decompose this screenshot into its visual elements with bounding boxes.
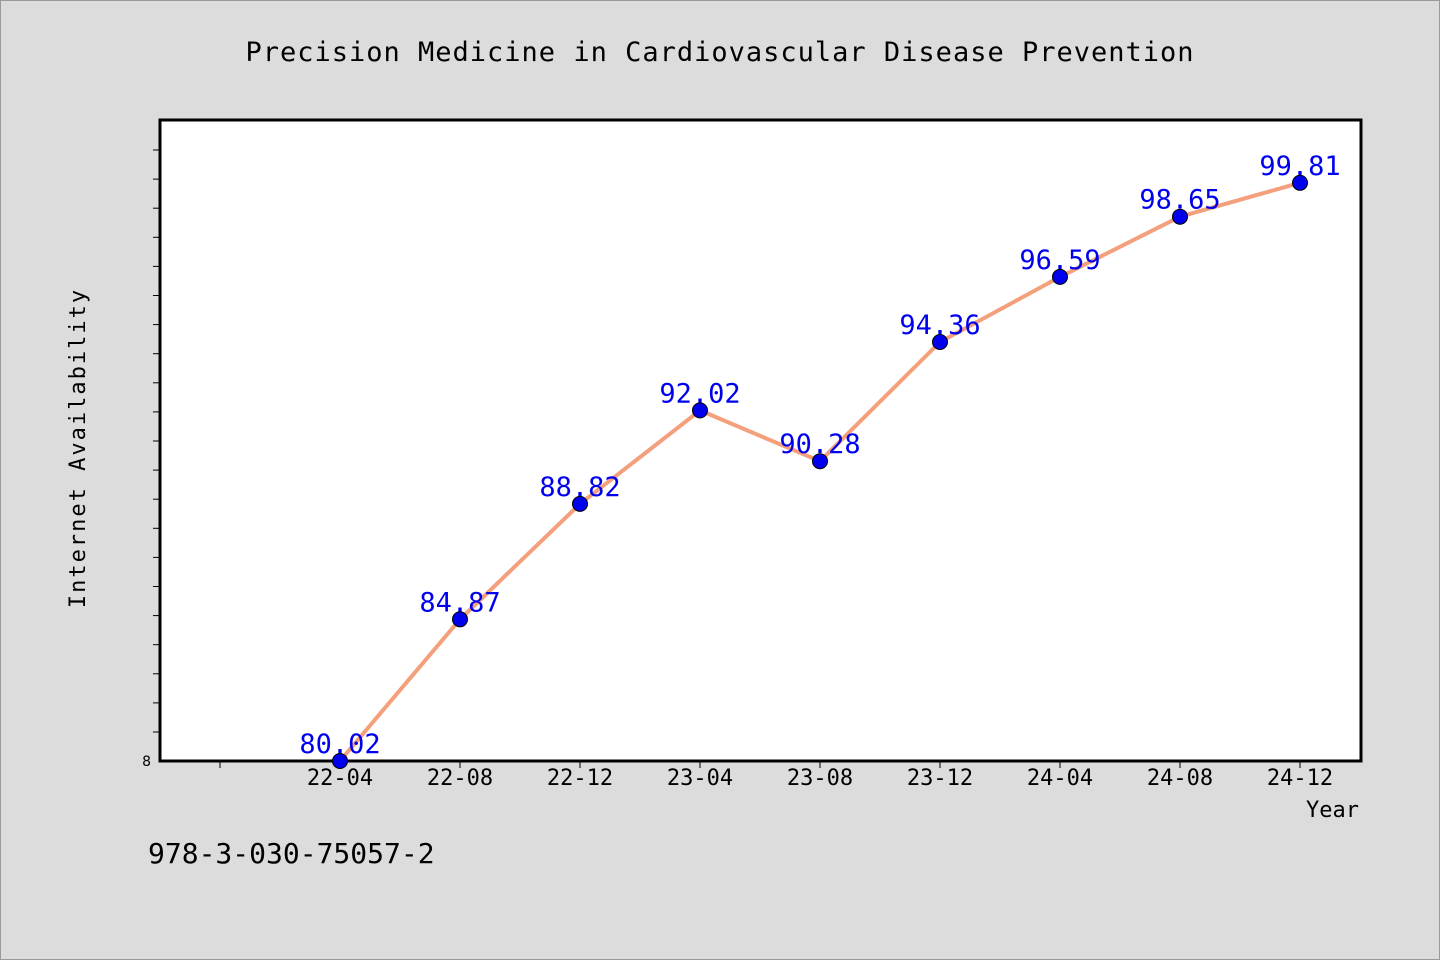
data-point [1052,268,1068,285]
data-label: 96.59 [1019,245,1100,276]
x-tick-label: 23-12 [907,766,973,791]
data-label: 88.82 [539,472,620,503]
data-point [1172,208,1188,225]
x-tick-label: 22-12 [547,766,613,791]
x-tick-label: 23-04 [667,766,733,791]
x-tick-label: 22-08 [427,766,493,791]
x-axis-ticks: 22-04 22-08 22-12 23-04 23-08 23-12 24-04 24-08… [219,761,1333,791]
x-axis-label: Year [1306,798,1359,823]
data-point [332,753,348,769]
data-label: 94.36 [899,310,980,341]
x-tick-label: 24-12 [1267,766,1333,791]
y-axis-ticks [153,149,160,733]
data-point [692,402,708,419]
data-label: 80.02 [299,729,380,760]
data-label: 99.81 [1259,151,1340,182]
data-point [452,611,468,628]
chart-title: Precision Medicine in Cardiovascular Dis… [245,37,1194,68]
data-point [812,453,828,470]
data-label: 84.87 [419,587,500,618]
x-tick-label: 24-08 [1147,766,1213,791]
x-tick-label: 23-08 [787,766,853,791]
y-tick-label: 8 [142,754,151,770]
data-label: 90.28 [779,429,860,460]
isbn-text: 978-3-030-75057-2 [148,837,435,870]
data-point [572,495,588,512]
series-group: 80.02 84.87 88.82 92.02 90.28 94.36 96.59 98.65… [299,151,1341,769]
data-label: 98.65 [1139,185,1220,216]
data-point [1292,174,1308,191]
data-label: 92.02 [659,378,740,409]
x-tick-label: 22-04 [307,766,373,791]
y-axis-label: Internet Availability [66,288,91,608]
data-point [932,334,948,350]
x-tick-label: 24-04 [1027,766,1093,791]
